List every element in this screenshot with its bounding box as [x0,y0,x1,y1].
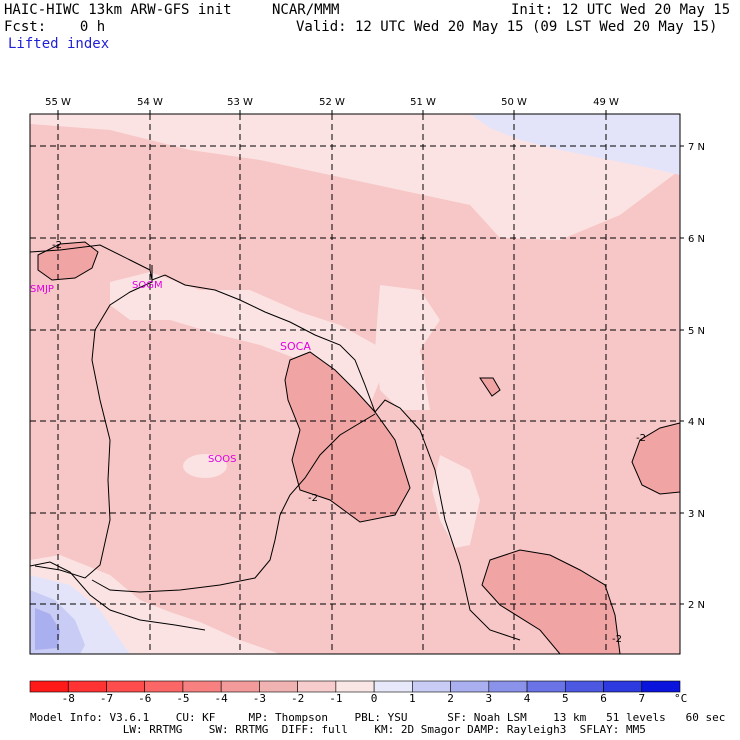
minus2-region-coast [284,351,411,523]
border-south [30,561,206,631]
lat-label: 5 N [688,326,705,337]
colorbar-label: 0 [370,692,378,705]
lon-label: 55 W [45,97,71,108]
minus2-region-east [631,422,680,495]
light-region-south [432,455,480,548]
valid-time: Valid: 12 UTC Wed 20 May 15 (09 LST Wed … [296,19,718,35]
colorbar [29,680,681,693]
colorbar-label: 1 [409,692,416,705]
colorbar-label: -3 [252,692,267,705]
colorbar-swatch [450,680,490,693]
colorbar-label: 6 [600,692,607,705]
colorbar-swatch [29,680,69,693]
minus2-region-smjp [37,241,99,281]
lat-label: 3 N [688,509,705,520]
colorbar-swatch [335,680,375,693]
coastline [30,244,521,641]
tick-marks [57,110,684,605]
border-guiana-south [91,413,376,593]
lon-label: 52 W [319,97,345,108]
colorbar-swatch [641,680,681,693]
colorbar-swatch [412,680,451,693]
colorbar-label: 4 [523,692,531,705]
light-region-amapa [375,285,440,410]
colorbar-swatch [220,680,260,693]
colorbar-swatch [297,680,337,693]
colorbar-swatch [526,680,566,693]
lon-label: 51 W [410,97,436,108]
colorbar-label: -4 [214,692,228,705]
colorbar-label: 3 [485,692,493,705]
colorbar-swatch [106,680,146,693]
colorbar-label: -6 [138,692,152,705]
colorbar-swatch [373,680,413,693]
organization: NCAR/MMM [272,2,340,18]
colorbar-swatch [603,680,643,693]
colorbar-swatch [144,680,184,693]
lon-label: 50 W [501,97,527,108]
border-suriname-west [34,265,153,579]
forecast-hour: Fcst: 0 h [4,19,106,35]
station-label: SOCA [280,340,311,353]
lat-label: 2 N [688,600,705,611]
lon-label: 54 W [137,97,163,108]
light-region-coast [110,272,385,405]
field-name: Lifted index [8,36,110,52]
colorbar-swatch [564,680,604,693]
lon-label: 53 W [227,97,253,108]
graticule [30,114,680,654]
pink-band [60,160,430,290]
contour-label: -2 [52,240,62,251]
colorbar-label: -5 [176,692,190,705]
colorbar-swatch [259,680,298,693]
station-label: SOGM [132,280,163,291]
map-frame [29,113,681,655]
colorbar-unit: °C [674,692,688,705]
contour-label: -2 [308,493,318,504]
lat-label: 7 N [688,142,705,153]
colorbar-label: 2 [447,692,454,705]
model-title: HAIC-HIWC 13km ARW-GFS init [4,2,232,18]
init-time: Init: 12 UTC Wed 20 May 15 [511,2,731,18]
colorbar-label: -2 [291,692,305,705]
colorbar-label: -1 [329,692,343,705]
light-patch-soos [183,454,227,478]
station-label: SOOS [208,454,236,465]
minus2-region-small [479,377,501,397]
colorbar-swatch [488,680,528,693]
colorbar-label: -8 [61,692,75,705]
blue-region-northeast [470,114,680,175]
lat-label: 6 N [688,234,705,245]
model-info-line1: Model Info: V3.6.1 CU: KF MP: Thompson P… [30,711,726,724]
lat-label: 4 N [688,417,705,428]
contour-label: -2 [612,634,622,645]
contour-label: -2 [636,433,646,444]
minus2-region-southeast [481,549,621,654]
colorbar-label: -7 [99,692,114,705]
model-info-line2: LW: RRTMG SW: RRTMG DIFF: full KM: 2D Sm… [30,723,646,736]
colorbar-label: 7 [638,692,646,705]
colorbar-label: 5 [561,692,569,705]
blue-core-inner [35,608,60,650]
station-label: SMJP [30,284,54,295]
lon-label: 49 W [593,97,619,108]
colorbar-swatch [67,680,107,693]
colorbar-swatch [182,680,222,693]
